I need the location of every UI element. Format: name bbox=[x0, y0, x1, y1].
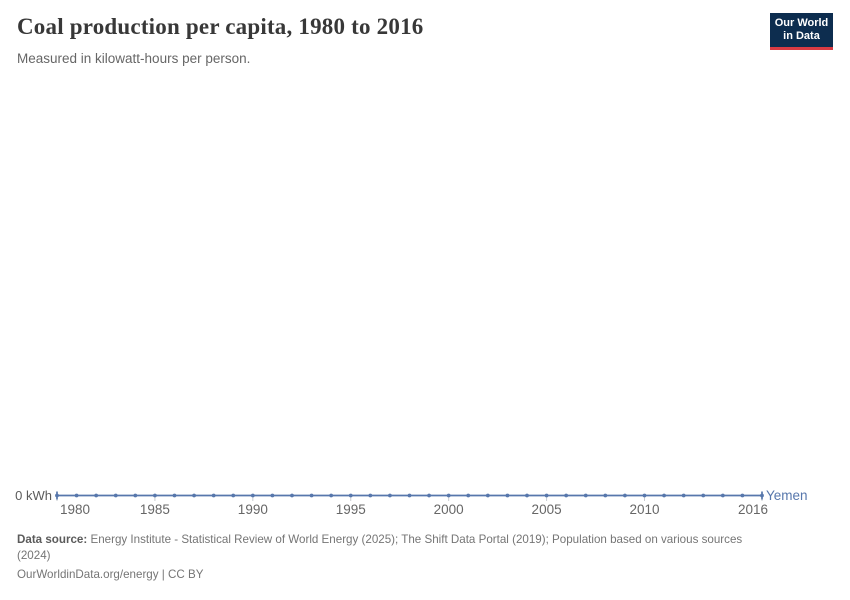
data-point[interactable] bbox=[113, 493, 118, 498]
data-point[interactable] bbox=[485, 493, 490, 498]
data-point[interactable] bbox=[329, 493, 334, 498]
x-tick-label-1980: 1980 bbox=[60, 502, 91, 517]
data-point[interactable] bbox=[681, 493, 686, 498]
data-point[interactable] bbox=[55, 493, 59, 498]
data-point[interactable] bbox=[662, 493, 666, 498]
x-tick-label-1995: 1995 bbox=[335, 502, 366, 517]
owid-logo: Our World in Data bbox=[770, 13, 833, 50]
data-point[interactable] bbox=[192, 493, 196, 498]
x-tick-label-2005: 2005 bbox=[531, 502, 562, 517]
data-source-note: Data source: Energy Institute - Statisti… bbox=[17, 532, 835, 563]
data-point[interactable] bbox=[740, 493, 745, 498]
data-point[interactable] bbox=[309, 493, 314, 498]
data-point[interactable] bbox=[94, 493, 99, 498]
owid-logo-text-line1: Our World bbox=[774, 17, 829, 29]
data-point[interactable] bbox=[446, 493, 451, 498]
data-point[interactable] bbox=[760, 493, 764, 498]
line-chart-canvas[interactable] bbox=[0, 480, 850, 506]
data-source-wrap: (2024) bbox=[17, 548, 51, 562]
x-tick-label-2016: 2016 bbox=[737, 502, 768, 517]
data-point[interactable] bbox=[348, 493, 353, 498]
license-link[interactable]: OurWorldinData.org/energy | CC BY bbox=[17, 568, 204, 581]
x-tick-label-2000: 2000 bbox=[433, 502, 464, 517]
data-point[interactable] bbox=[642, 493, 647, 498]
owid-logo-text-line2: in Data bbox=[783, 30, 820, 42]
data-point[interactable] bbox=[388, 493, 392, 498]
plot-area bbox=[0, 80, 850, 525]
data-point[interactable] bbox=[74, 493, 79, 498]
chart-subtitle: Measured in kilowatt-hours per person. bbox=[17, 51, 251, 66]
data-point[interactable] bbox=[427, 493, 431, 498]
data-point[interactable] bbox=[701, 493, 706, 498]
data-point[interactable] bbox=[525, 493, 529, 498]
data-point[interactable] bbox=[133, 493, 138, 498]
data-point[interactable] bbox=[172, 493, 177, 498]
data-point[interactable] bbox=[211, 493, 216, 498]
x-tick-label-2010: 2010 bbox=[629, 502, 660, 517]
data-point[interactable] bbox=[544, 493, 549, 498]
data-point[interactable] bbox=[466, 493, 471, 498]
data-point[interactable] bbox=[250, 493, 255, 498]
chart-title: Coal production per capita, 1980 to 2016 bbox=[17, 14, 424, 39]
data-source-text: Energy Institute - Statistical Review of… bbox=[87, 533, 743, 546]
data-point[interactable] bbox=[231, 493, 236, 498]
data-point[interactable] bbox=[270, 493, 275, 498]
data-point[interactable] bbox=[407, 493, 412, 498]
entity-label-yemen[interactable]: Yemen bbox=[766, 488, 808, 503]
y-axis-zero-label: 0 kWh bbox=[15, 488, 52, 503]
data-point[interactable] bbox=[505, 493, 510, 498]
data-point[interactable] bbox=[603, 493, 608, 498]
data-point[interactable] bbox=[564, 493, 569, 498]
data-source-prefix: Data source: bbox=[17, 533, 88, 546]
x-tick-label-1985: 1985 bbox=[139, 502, 170, 517]
data-point[interactable] bbox=[153, 493, 157, 498]
data-point[interactable] bbox=[290, 493, 294, 498]
data-point[interactable] bbox=[368, 493, 373, 498]
data-point[interactable] bbox=[720, 493, 725, 498]
data-point[interactable] bbox=[623, 493, 627, 498]
x-tick-label-1990: 1990 bbox=[237, 502, 268, 517]
data-point[interactable] bbox=[583, 493, 588, 498]
